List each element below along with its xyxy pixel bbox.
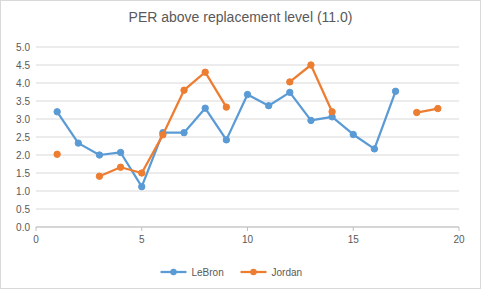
grid-line — [36, 83, 459, 84]
chart-svg: PER above replacement level (11.0) 0.0 0.5… — [0, 0, 481, 289]
series-marker — [117, 164, 123, 170]
y-tick-label: 1.5 — [16, 168, 30, 179]
x-tick — [353, 227, 354, 231]
legend-label: Jordan — [272, 267, 303, 278]
y-tick-label: 1.0 — [16, 186, 30, 197]
grid-line — [36, 65, 459, 66]
series-marker — [223, 104, 229, 110]
y-tick-label: 4.0 — [16, 78, 30, 89]
x-tick — [141, 227, 142, 231]
grid-line — [36, 137, 459, 138]
series-marker — [75, 140, 81, 146]
series-marker — [350, 131, 356, 137]
grid-line — [36, 119, 459, 120]
grid-line — [36, 101, 459, 102]
series-marker — [308, 62, 314, 68]
legend-marker — [170, 269, 176, 275]
series-marker — [139, 170, 145, 176]
series-marker — [117, 149, 123, 155]
y-tick-label: 5.0 — [16, 42, 30, 53]
legend-marker — [250, 269, 256, 275]
series-marker — [287, 89, 293, 95]
x-tick-label: 5 — [139, 234, 145, 245]
y-tick-label: 2.5 — [16, 132, 30, 143]
x-tick-label: 0 — [33, 234, 39, 245]
grid-line — [36, 191, 459, 192]
x-tick — [459, 227, 460, 231]
legend: LeBron Jordan — [161, 267, 303, 278]
x-tick-label: 20 — [453, 234, 465, 245]
series-marker — [244, 91, 250, 97]
chart-title: PER above replacement level (11.0) — [129, 9, 353, 25]
series-marker — [308, 117, 314, 123]
series-marker — [96, 173, 102, 179]
x-tick-label: 10 — [242, 234, 254, 245]
chart-container: PER above replacement level (11.0) 0.0 0.5… — [0, 0, 481, 289]
series-line — [99, 65, 437, 176]
series-marker — [96, 152, 102, 158]
chart-border — [1, 1, 481, 289]
series-marker — [371, 146, 377, 152]
series-marker — [160, 132, 166, 138]
series-marker — [54, 109, 60, 115]
series-marker — [181, 87, 187, 93]
y-tick-label: 0.5 — [16, 204, 30, 215]
series-marker — [392, 88, 398, 94]
series-marker — [287, 79, 293, 85]
series-marker — [414, 109, 420, 115]
x-tick — [36, 227, 37, 231]
series-marker — [181, 129, 187, 135]
series-marker — [329, 109, 335, 115]
grid-line — [36, 47, 459, 48]
y-tick-label: 3.0 — [16, 114, 30, 125]
grid-line — [36, 209, 459, 210]
y-tick-label: 0.0 — [16, 222, 30, 233]
series-marker — [54, 151, 60, 157]
x-tick-label: 15 — [348, 234, 360, 245]
series-marker — [265, 102, 271, 108]
y-tick-label: 2.0 — [16, 150, 30, 161]
series-marker — [202, 105, 208, 111]
series-marker — [223, 137, 229, 143]
series-marker — [202, 69, 208, 75]
plot-area — [54, 62, 441, 190]
x-tick — [247, 227, 248, 231]
series-marker — [139, 183, 145, 189]
legend-label: LeBron — [192, 267, 224, 278]
y-tick-label: 4.5 — [16, 60, 30, 71]
series-marker — [435, 105, 441, 111]
y-tick-label: 3.5 — [16, 96, 30, 107]
